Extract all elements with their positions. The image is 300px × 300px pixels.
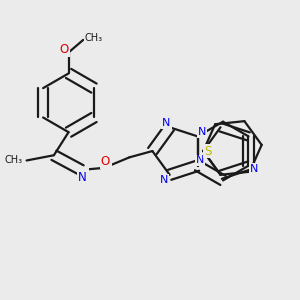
- Text: N: N: [198, 127, 206, 137]
- Text: O: O: [102, 157, 111, 170]
- Text: N: N: [78, 171, 87, 184]
- Text: N: N: [162, 118, 171, 128]
- Text: N: N: [250, 164, 258, 174]
- Text: O: O: [60, 43, 69, 56]
- Text: O: O: [101, 155, 110, 168]
- Text: O: O: [59, 45, 68, 56]
- Text: CH₃: CH₃: [5, 155, 23, 166]
- Text: N: N: [79, 169, 88, 182]
- Text: S: S: [204, 145, 211, 158]
- Text: N: N: [196, 155, 204, 166]
- Text: N: N: [160, 175, 169, 185]
- Text: CH₃: CH₃: [85, 33, 103, 43]
